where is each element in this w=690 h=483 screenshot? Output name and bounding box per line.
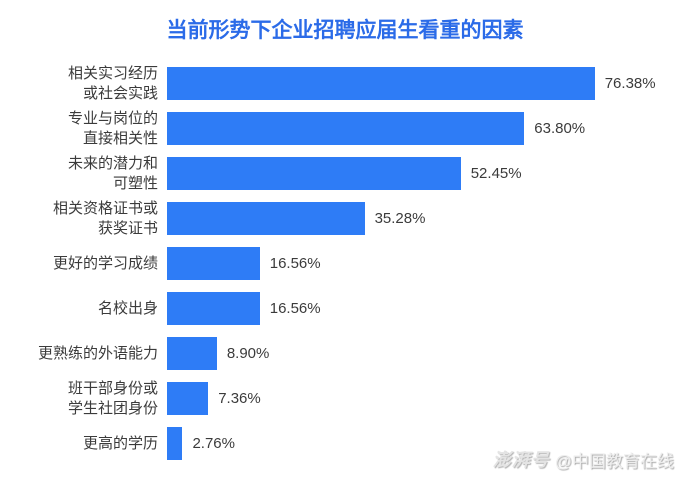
category-label: 未来的潜力和 可塑性 xyxy=(67,154,158,192)
value-label: 2.76% xyxy=(192,435,235,452)
chart-row: 更熟练的外语能力 8.90% xyxy=(0,331,690,376)
bar xyxy=(167,202,365,235)
category-label: 名校出身 xyxy=(97,299,158,317)
chart-row: 相关实习经历 或社会实践 76.38% xyxy=(0,61,690,106)
watermark-text: @中国教育在线 xyxy=(554,451,674,471)
bar-track: 76.38% xyxy=(167,67,690,100)
category-label: 相关资格证书或 获奖证书 xyxy=(52,199,158,237)
category-label: 更好的学习成绩 xyxy=(52,254,158,272)
bar-track: 52.45% xyxy=(167,157,690,190)
bar xyxy=(167,157,461,190)
category-label: 更熟练的外语能力 xyxy=(37,344,158,362)
value-label: 7.36% xyxy=(218,390,261,407)
chart-rows: 相关实习经历 或社会实践 76.38% 专业与岗位的 直接相关性 63.80% 未来的潜… xyxy=(0,61,690,466)
bar-track: 16.56% xyxy=(167,292,690,325)
category-label: 班干部身份或 学生社团身份 xyxy=(67,379,158,417)
value-label: 8.90% xyxy=(226,345,270,362)
pengpai-logo: 澎湃号 xyxy=(492,450,550,470)
chart-title: 当前形势下企业招聘应届生看重的因素 xyxy=(166,19,524,42)
bar xyxy=(167,427,183,460)
bar-track: 7.36% xyxy=(167,382,690,415)
chart-row: 班干部身份或 学生社团身份 7.36% xyxy=(0,376,690,421)
watermark: 澎湃号 @中国教育在线 xyxy=(493,446,674,472)
chart-row: 名校出身 16.56% xyxy=(0,286,690,331)
bar xyxy=(167,382,209,415)
value-label: 16.56% xyxy=(269,300,321,317)
value-label: 63.80% xyxy=(534,120,586,137)
bar-track: 35.28% xyxy=(167,202,690,235)
bar xyxy=(167,292,260,325)
chart-row: 相关资格证书或 获奖证书 35.28% xyxy=(0,196,690,241)
category-label: 相关实习经历 或社会实践 xyxy=(67,64,158,102)
value-label: 76.38% xyxy=(604,75,656,92)
category-label: 专业与岗位的 直接相关性 xyxy=(67,109,158,147)
chart-row: 专业与岗位的 直接相关性 63.80% xyxy=(0,106,690,151)
bar xyxy=(167,112,525,145)
bar xyxy=(167,247,260,280)
bar-track: 8.90% xyxy=(167,337,690,370)
category-label: 更高的学历 xyxy=(82,434,158,452)
chart-row: 更好的学习成绩 16.56% xyxy=(0,241,690,286)
value-label: 52.45% xyxy=(470,165,522,182)
chart-row: 更高的学历 2.76% xyxy=(0,421,690,466)
bar xyxy=(167,67,595,100)
value-label: 16.56% xyxy=(269,255,321,272)
chart-row: 未来的潜力和 可塑性 52.45% xyxy=(0,151,690,196)
bar xyxy=(167,337,217,370)
bar-track: 16.56% xyxy=(167,247,690,280)
bar-track: 63.80% xyxy=(167,112,690,145)
bar-track: 2.76% xyxy=(167,427,690,460)
value-label: 35.28% xyxy=(374,210,426,227)
